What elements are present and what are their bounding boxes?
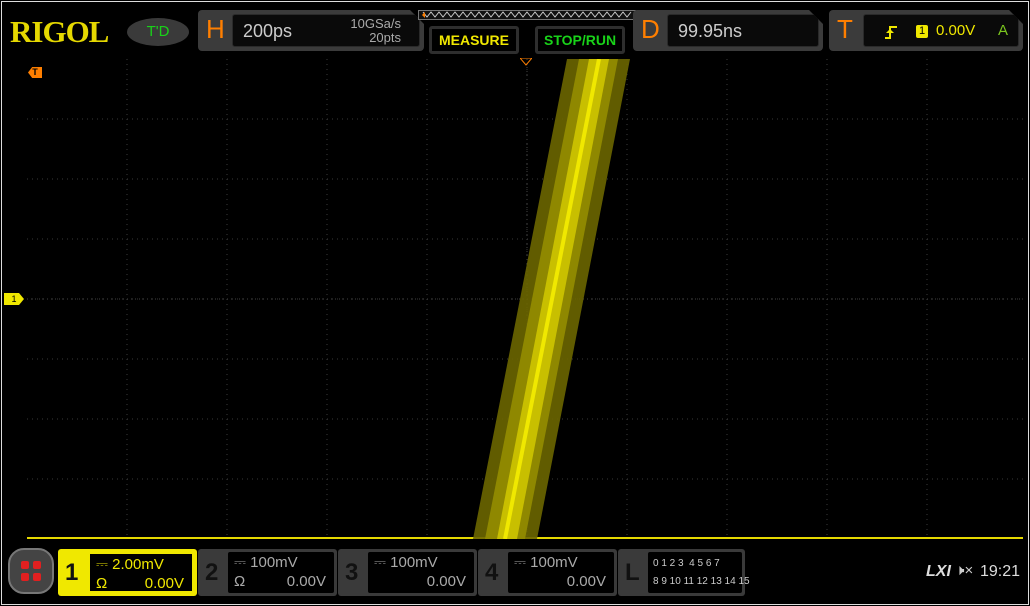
channel1-offset-marker[interactable]: 1 bbox=[4, 293, 24, 305]
logic-label: L bbox=[625, 559, 640, 586]
channel-scale: ⎓ 100mV bbox=[234, 554, 298, 571]
channel-2-panel[interactable]: 2 ⎓ 100mV Ω 0.00V bbox=[198, 549, 337, 596]
trigger-source-badge: 1 bbox=[916, 25, 928, 38]
channel-offset: 0.00V bbox=[566, 573, 606, 590]
trigger-level-marker[interactable]: T bbox=[28, 67, 42, 78]
delay-panel[interactable]: D 99.95ns bbox=[633, 10, 823, 51]
channel-number: 1 bbox=[65, 559, 79, 586]
channel-scale: ⎓ 100mV bbox=[374, 554, 438, 571]
waveform-display[interactable] bbox=[27, 58, 1023, 540]
channel-number: 3 bbox=[345, 559, 359, 586]
trigger-level: 0.00V bbox=[936, 22, 976, 39]
channel-number: 2 bbox=[205, 559, 219, 586]
channel-offset: 0.00V bbox=[144, 575, 184, 592]
memory-depth: 20pts bbox=[369, 30, 401, 45]
trigger-status-badge[interactable]: T'D bbox=[127, 18, 189, 46]
impedance: Ω bbox=[234, 573, 246, 590]
impedance: Ω bbox=[96, 575, 108, 592]
trigger-sweep: A bbox=[997, 22, 1008, 39]
graticule bbox=[27, 58, 1023, 540]
measure-button[interactable]: MEASURE bbox=[429, 26, 519, 54]
speaker-muted-icon[interactable]: 🕨× bbox=[955, 562, 974, 579]
clock-time: 19:21 bbox=[980, 563, 1021, 580]
channel-scale: ⎓ 100mV bbox=[514, 554, 578, 571]
trigger-panel[interactable]: T 1 0.00V A bbox=[829, 10, 1023, 51]
channel-4-panel[interactable]: 4 ⎓ 100mV 0.00V bbox=[478, 549, 617, 596]
trigger-position-marker[interactable] bbox=[520, 58, 532, 66]
logic-row-2: 8 9 10 11 12 13 14 15 bbox=[653, 576, 750, 587]
channel-1-trace bbox=[503, 58, 601, 540]
waveform-position-bar[interactable] bbox=[418, 10, 636, 20]
delay-label: D bbox=[641, 14, 660, 44]
channel-scale: ⎓ 2.00mV bbox=[96, 556, 164, 573]
timebase-value: 200ps bbox=[243, 21, 293, 41]
horizontal-panel[interactable]: H 200ps 10GSa/s 20pts bbox=[198, 10, 424, 51]
stop-run-button[interactable]: STOP/RUN bbox=[535, 26, 625, 54]
lxi-icon[interactable]: LXI bbox=[926, 563, 951, 580]
channel-3-panel[interactable]: 3 ⎓ 100mV 0.00V bbox=[338, 549, 477, 596]
horizontal-label: H bbox=[206, 14, 225, 44]
rigol-logo: RIGOL bbox=[10, 14, 109, 49]
logic-row-1: 0 1 2 3 4 5 6 7 bbox=[653, 558, 720, 569]
rising-edge-icon bbox=[884, 24, 898, 40]
logic-panel[interactable]: L 0 1 2 3 4 5 6 7 8 9 10 11 12 13 14 15 bbox=[618, 549, 750, 596]
channel-number: 4 bbox=[485, 559, 499, 586]
trigger-label: T bbox=[837, 14, 853, 44]
position-zigzag bbox=[422, 11, 632, 18]
channel-offset: 0.00V bbox=[426, 573, 466, 590]
menu-button[interactable] bbox=[8, 548, 54, 594]
delay-value: 99.95ns bbox=[678, 21, 743, 41]
sample-rate: 10GSa/s bbox=[350, 16, 401, 31]
grid-menu-icon bbox=[21, 561, 41, 581]
channel-1-panel[interactable]: 1 ⎓ 2.00mV Ω 0.00V bbox=[58, 549, 197, 596]
channel-offset: 0.00V bbox=[286, 573, 326, 590]
